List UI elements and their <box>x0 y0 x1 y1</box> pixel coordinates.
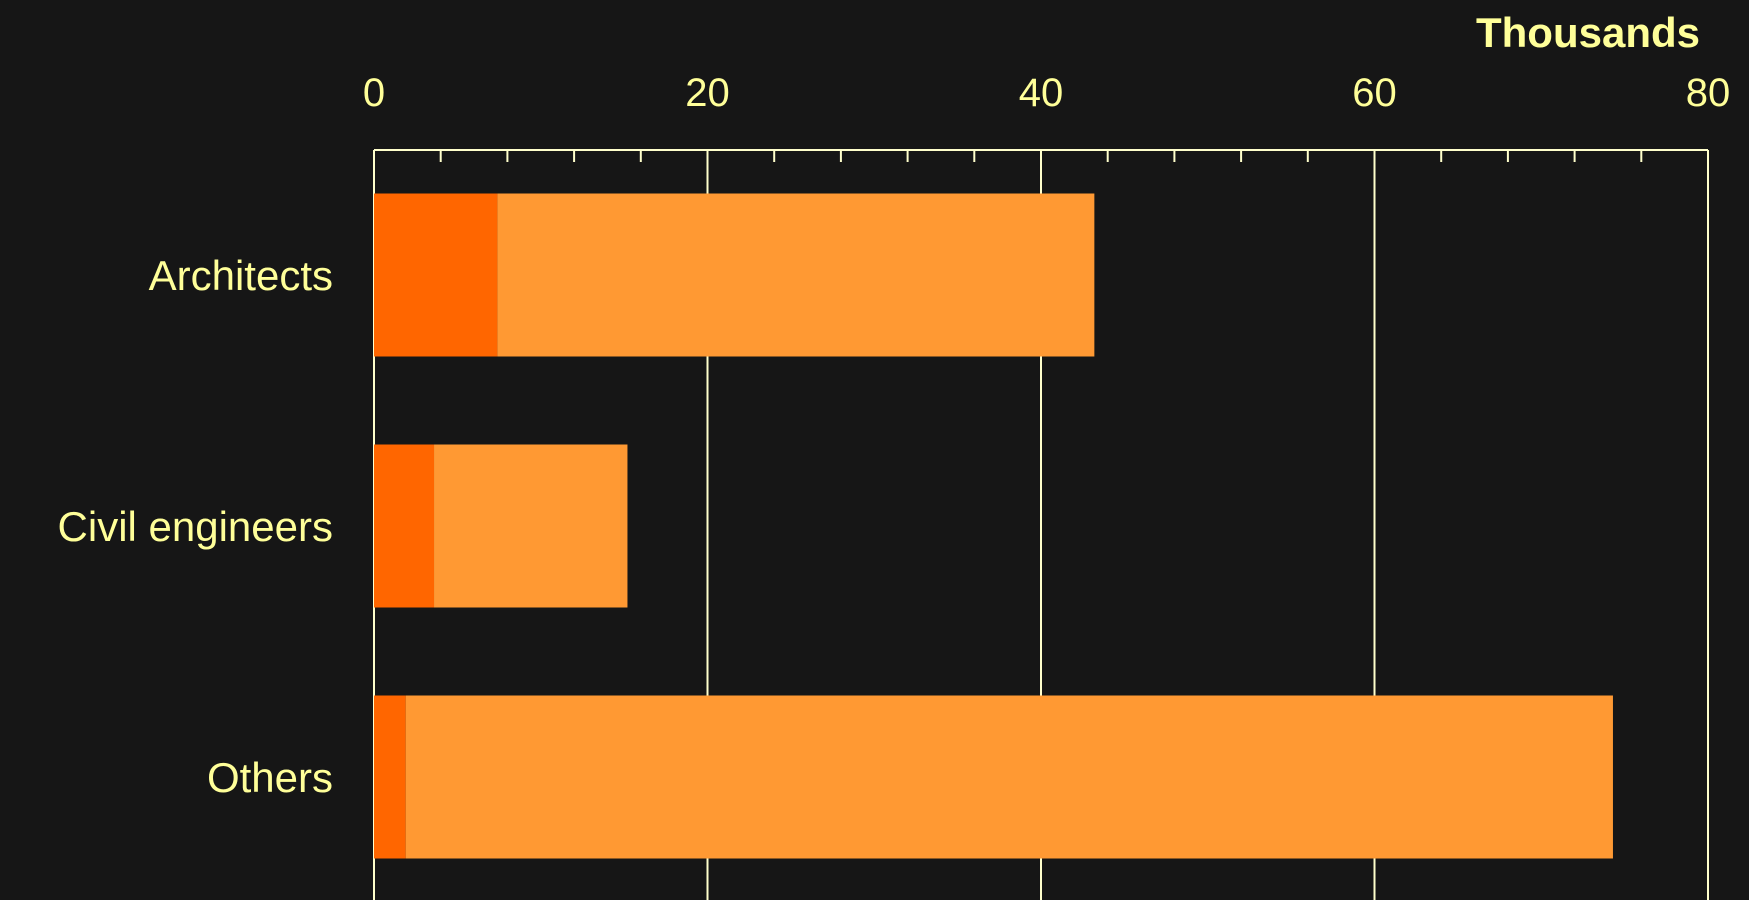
bars <box>374 193 1613 859</box>
unit-label: Thousands <box>1476 9 1700 56</box>
bar-1-series-0 <box>374 444 435 608</box>
category-label-0: Architects <box>149 252 333 299</box>
bar-0-series-0 <box>374 193 498 357</box>
category-label-2: Others <box>207 754 333 801</box>
x-tick-label-1: 20 <box>685 71 730 115</box>
x-tick-label-2: 40 <box>1019 71 1064 115</box>
category-label-1: Civil engineers <box>58 503 333 550</box>
bar-0-series-1 <box>497 193 1095 357</box>
x-tick-label-0: 0 <box>363 71 385 115</box>
labels: 0 20 40 60 80 Architects Civil engineers Others <box>58 71 1731 801</box>
axis-ticks <box>373 149 1709 162</box>
bar-1-series-1 <box>434 444 628 608</box>
bar-2-series-0 <box>374 695 406 859</box>
x-tick-label-3: 60 <box>1352 71 1397 115</box>
x-tick-label-4: 80 <box>1686 71 1731 115</box>
bar-2-series-1 <box>405 695 1613 859</box>
